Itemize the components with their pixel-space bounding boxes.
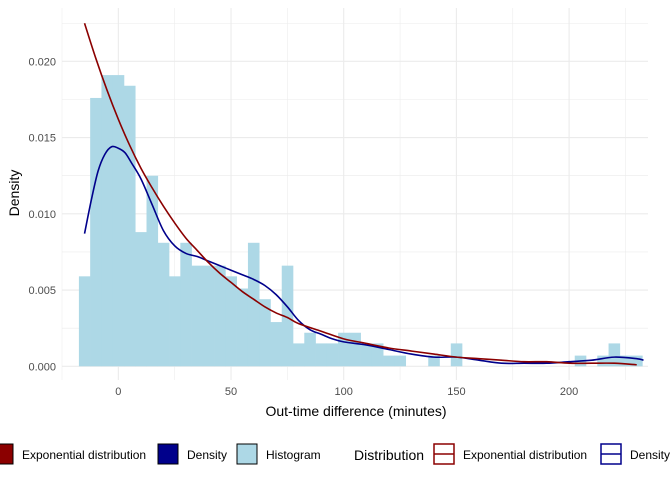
histogram-bar — [349, 332, 361, 367]
legend-label-density-line: Density — [630, 448, 670, 462]
histogram-bar — [326, 343, 339, 367]
histogram-bar — [270, 322, 283, 367]
histogram-bar — [202, 265, 215, 367]
histogram-bar — [225, 276, 237, 367]
x-tick-label: 200 — [560, 386, 578, 398]
histogram-bar — [180, 242, 192, 367]
legend-key-density-fill — [157, 443, 179, 465]
histogram-bar — [608, 343, 621, 367]
histogram-bar — [259, 299, 271, 367]
histogram-bar — [304, 332, 316, 367]
x-tick-label: 100 — [335, 386, 353, 398]
histogram-bar — [90, 97, 102, 367]
histogram-bar — [146, 175, 159, 367]
legend: Exponential distribution Density Histogr… — [0, 443, 670, 465]
histogram-bar — [214, 265, 226, 367]
y-tick-label: 0.005 — [28, 285, 56, 297]
density-curve — [83, 145, 644, 365]
histogram-bar — [450, 343, 463, 367]
legend-title: Distribution — [354, 447, 424, 463]
curves — [83, 23, 644, 366]
histogram-bar — [315, 343, 328, 367]
histogram-bar — [281, 265, 294, 367]
histogram-bar — [169, 276, 181, 367]
legend-label-exponential-fill: Exponential distribution — [22, 448, 146, 462]
histogram-bars — [78, 75, 643, 367]
histogram-bar — [383, 355, 395, 367]
histogram-bar — [135, 232, 147, 367]
histogram-bar — [338, 332, 350, 367]
legend-label-histogram-fill: Histogram — [266, 448, 321, 462]
y-tick-label: 0.015 — [28, 133, 56, 145]
histogram-bar — [78, 276, 91, 367]
histogram-bar — [157, 242, 170, 367]
y-axis-title: Density — [6, 170, 22, 217]
histogram-bar — [101, 75, 114, 367]
histogram-bar — [112, 75, 125, 367]
y-tick-label: 0.020 — [28, 56, 56, 68]
histogram-bar — [191, 265, 204, 367]
histogram-bar — [236, 288, 249, 367]
legend-key-histogram-fill — [236, 443, 258, 465]
histogram-bar — [360, 343, 373, 367]
histogram-bar — [394, 355, 407, 367]
x-axis-title: Out-time difference (minutes) — [265, 403, 446, 419]
x-axis-tick-labels: 0 50 100 150 200 — [115, 386, 578, 398]
x-tick-label: 150 — [447, 386, 465, 398]
legend-key-exponential-fill — [0, 443, 14, 465]
legend-label-density-fill: Density — [187, 448, 227, 462]
histogram-bar — [597, 355, 609, 367]
y-tick-label: 0.000 — [28, 361, 56, 373]
histogram-bar — [631, 355, 643, 367]
y-axis-tick-labels: 0.000 0.005 0.010 0.015 0.020 — [28, 56, 56, 373]
histogram-bar — [619, 355, 632, 367]
histogram-bar — [123, 85, 136, 367]
histogram-bar — [293, 343, 305, 367]
histogram-bar — [371, 343, 384, 367]
x-tick-label: 50 — [225, 386, 237, 398]
exponential-curve — [83, 23, 637, 366]
histogram-bar — [247, 242, 260, 367]
histogram-bar — [428, 355, 440, 367]
y-tick-label: 0.010 — [28, 209, 56, 221]
legend-label-exponential-line: Exponential distribution — [463, 448, 587, 462]
x-tick-label: 0 — [115, 386, 121, 398]
